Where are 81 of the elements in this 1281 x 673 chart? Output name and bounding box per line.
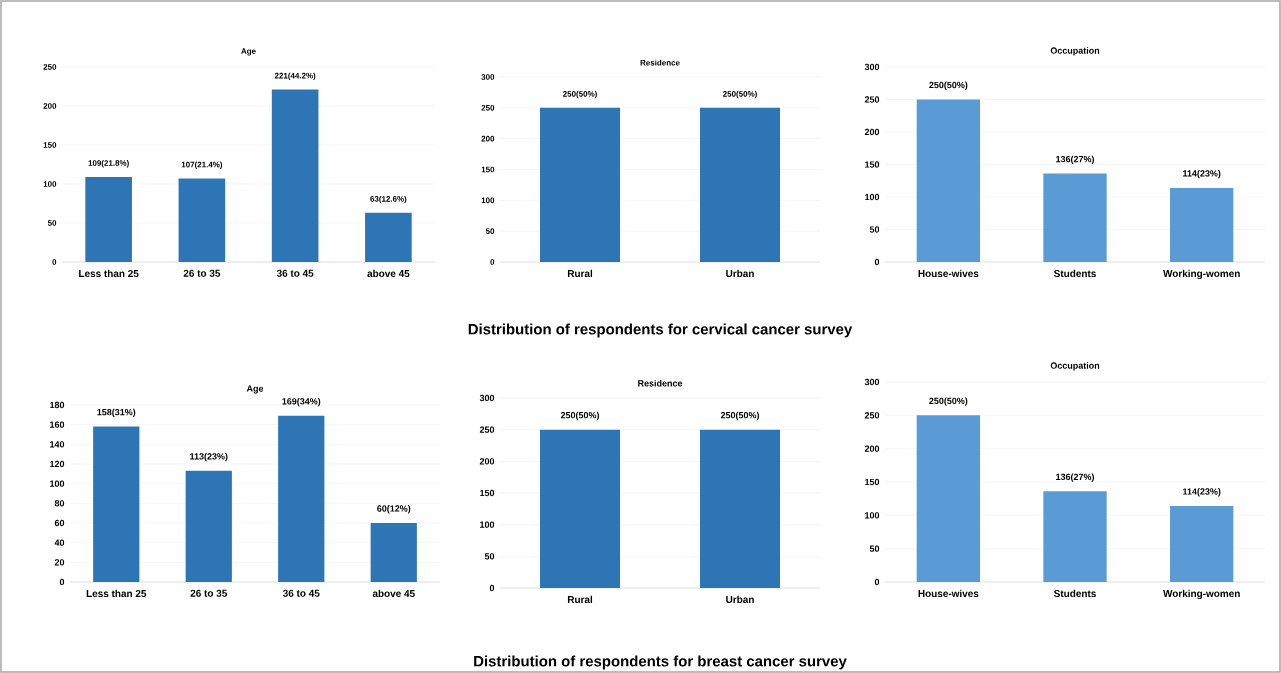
- x-tick-label: Students: [1053, 589, 1096, 598]
- y-tick-label: 100: [865, 512, 880, 519]
- x-tick-label: House-wives: [918, 269, 979, 278]
- x-tick-label: Students: [1053, 269, 1096, 278]
- x-tick-label: Less than 25: [79, 269, 139, 278]
- y-tick-label: 160: [50, 421, 65, 428]
- data-label: 250(50%): [929, 81, 968, 90]
- chart-title: Age: [246, 385, 264, 394]
- x-tick-label: Working-women: [1163, 589, 1240, 600]
- y-tick-label: 50: [869, 545, 880, 552]
- y-tick-label: 300: [479, 394, 495, 402]
- y-tick-label: 80: [54, 500, 65, 507]
- bar: [93, 426, 140, 582]
- y-tick-label: 0: [874, 258, 880, 266]
- bar: [365, 212, 412, 262]
- bar: [1043, 173, 1107, 262]
- data-label: 136(27%): [1056, 155, 1094, 165]
- x-tick-label: Urban: [726, 595, 754, 604]
- x-tick-label: Less than 25: [86, 589, 147, 598]
- x-tick-label: House-wives: [918, 589, 979, 598]
- y-tick-label: 250: [864, 412, 880, 419]
- bar: [916, 415, 981, 582]
- y-tick-label: 0: [489, 584, 495, 592]
- bar: [85, 176, 132, 262]
- y-tick-label: 0: [874, 578, 880, 586]
- y-tick-label: 100: [480, 521, 495, 528]
- bar: [185, 470, 232, 582]
- y-tick-label: 0: [59, 578, 65, 586]
- text: Distribution of respondents for cervical cancer survey: [468, 323, 853, 338]
- y-tick-label: 120: [50, 460, 65, 468]
- x-tick-label: above 45: [372, 589, 415, 598]
- chart-title: Occupation: [1050, 362, 1100, 371]
- y-tick-label: 200: [479, 458, 495, 465]
- data-label: 250(50%): [929, 397, 968, 406]
- y-tick-label: 200: [864, 128, 880, 136]
- data-label: 158(31%): [97, 408, 136, 418]
- y-tick-label: 20: [54, 559, 65, 566]
- y-tick-label: 300: [864, 378, 880, 386]
- x-tick-label: Rural: [567, 269, 593, 278]
- x-tick-label: 36 to 45: [276, 269, 314, 277]
- text: Distribution of respondents for breast cancer survey: [474, 655, 847, 670]
- data-label: 136(27%): [1056, 473, 1094, 482]
- data-label: 250(50%): [720, 411, 759, 421]
- x-tick-label: 36 to 45: [282, 589, 320, 597]
- bar: [178, 178, 226, 262]
- y-tick-label: 100: [865, 193, 880, 201]
- data-label: 60(12%): [377, 505, 411, 514]
- y-tick-label: 150: [865, 161, 880, 168]
- x-tick-label: Urban: [726, 269, 754, 278]
- x-tick-label: 26 to 35: [190, 589, 228, 597]
- data-label: 113(23%): [190, 452, 228, 462]
- y-tick-label: 50: [484, 553, 495, 560]
- data-label: 250(50%): [560, 411, 599, 421]
- bar: [1043, 491, 1107, 582]
- data-label: 114(23%): [1183, 170, 1221, 179]
- y-tick-label: 100: [50, 480, 65, 487]
- data-label: 114(23%): [1183, 488, 1221, 497]
- y-tick-label: 250: [864, 96, 880, 103]
- y-tick-label: 250: [479, 426, 495, 433]
- y-tick-label: 60: [54, 519, 65, 527]
- chart-title: Residence: [638, 379, 683, 387]
- y-tick-label: 150: [865, 478, 880, 486]
- bar: [916, 99, 981, 262]
- y-tick-label: 50: [869, 226, 880, 233]
- y-tick-label: 140: [50, 441, 65, 448]
- y-tick-label: 200: [864, 445, 880, 452]
- data-label: 169(34%): [282, 397, 321, 407]
- bar: [278, 415, 325, 582]
- x-tick-label: Working-women: [1163, 269, 1240, 280]
- y-tick-label: 40: [54, 539, 65, 546]
- bar: [370, 522, 417, 582]
- bar: [1170, 505, 1234, 582]
- x-tick-label: above 45: [367, 269, 410, 278]
- x-tick-label: Rural: [567, 595, 593, 604]
- y-tick-label: 300: [864, 63, 880, 71]
- bar: [271, 89, 319, 262]
- chart-title: Occupation: [1050, 47, 1100, 56]
- x-tick-label: 26 to 35: [183, 269, 221, 277]
- bar: [1170, 187, 1234, 262]
- y-tick-label: 150: [480, 489, 495, 497]
- y-tick-label: 180: [50, 401, 65, 409]
